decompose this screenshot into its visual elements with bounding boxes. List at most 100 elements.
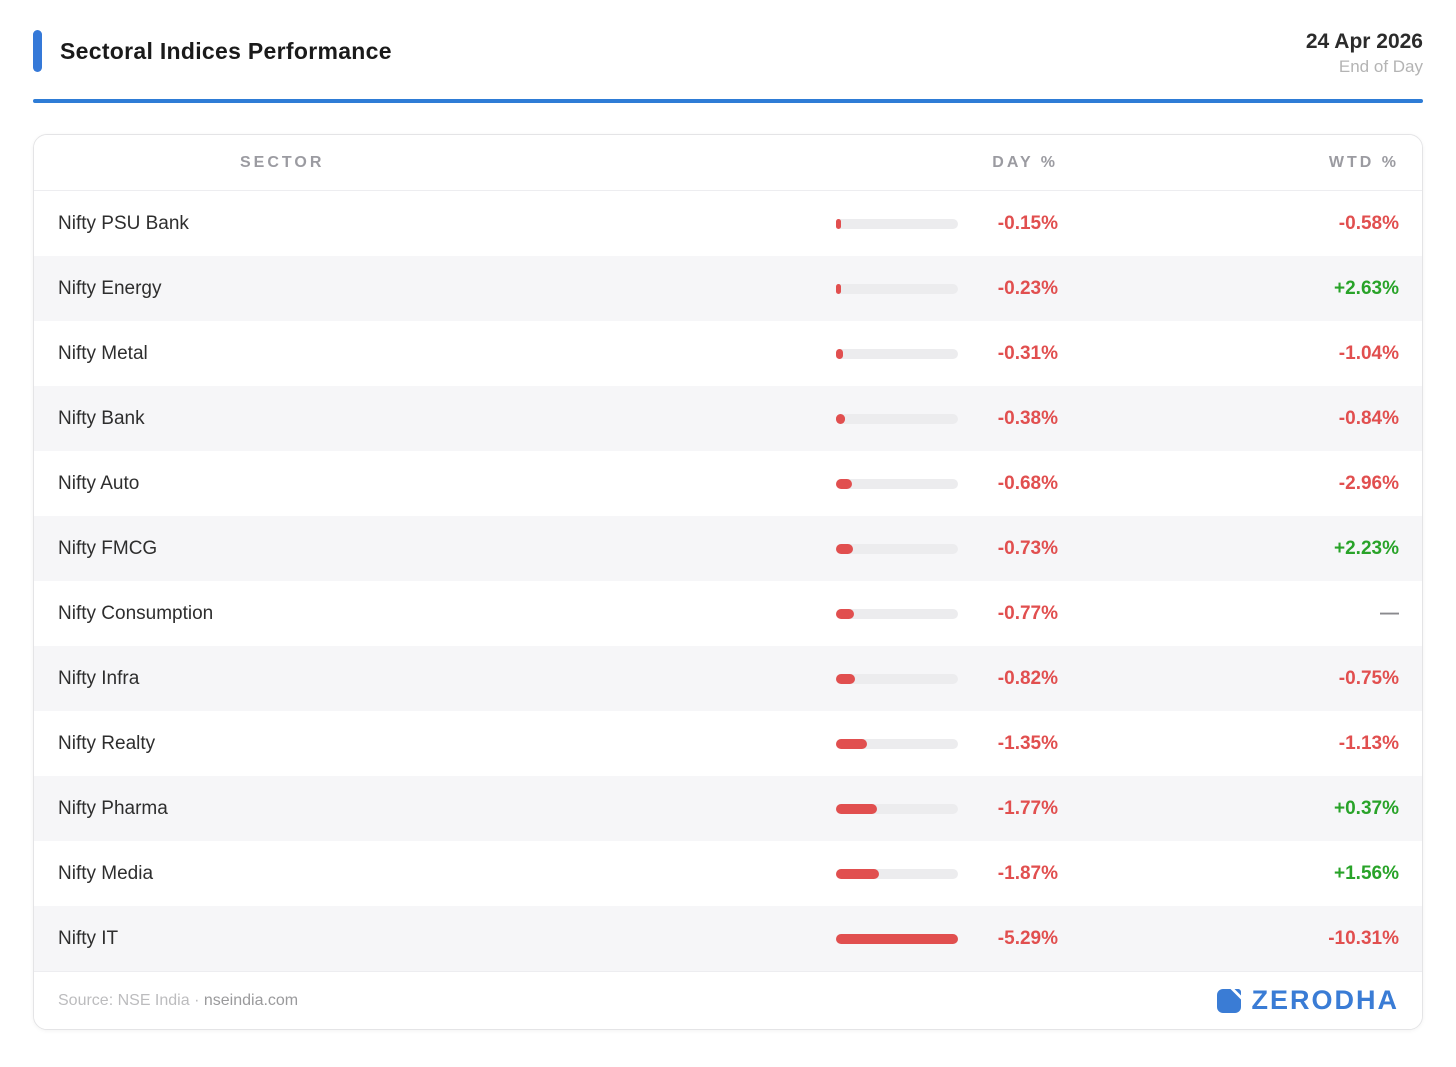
wtd-change: -0.75%	[1338, 667, 1399, 689]
wtd-change: +0.37%	[1334, 797, 1399, 819]
source-label: Source: NSE India ·	[58, 991, 200, 1009]
wtd-change: -10.31%	[1328, 927, 1399, 949]
bar-fill	[836, 803, 877, 814]
day-bar	[836, 803, 958, 814]
sector-name: Nifty PSU Bank	[58, 212, 189, 234]
day-change: -0.23%	[997, 277, 1058, 299]
bar-fill	[836, 283, 842, 294]
page-title: Sectoral Indices Performance	[60, 37, 392, 64]
day-change: -0.77%	[997, 602, 1058, 624]
table-header-row: SECTOR DAY % WTD %	[34, 135, 1422, 191]
day-bar	[836, 478, 958, 489]
table-row: Nifty PSU Bank -0.15% -0.58%	[34, 191, 1422, 256]
table-row: Nifty Consumption -0.77% —	[34, 581, 1422, 646]
bar-fill	[836, 543, 853, 554]
day-bar	[836, 673, 958, 684]
wtd-change: +1.56%	[1334, 862, 1399, 884]
bar-fill	[836, 478, 852, 489]
sector-name: Nifty Infra	[58, 667, 140, 689]
column-header-day: DAY %	[992, 153, 1058, 171]
date-group: 24 Apr 2026 End of Day	[1306, 30, 1423, 77]
wtd-change: +2.23%	[1334, 537, 1399, 559]
zerodha-wordmark: ZERODHA	[1251, 985, 1399, 1015]
column-header-wtd: WTD %	[1328, 153, 1399, 171]
bar-fill	[836, 868, 880, 879]
sector-name: Nifty Media	[58, 862, 154, 884]
day-change: -0.73%	[997, 537, 1058, 559]
table-row: Nifty Energy -0.23% +2.63%	[34, 256, 1422, 321]
day-bar	[836, 218, 958, 229]
zerodha-kite-icon	[1215, 987, 1243, 1015]
bar-track	[836, 803, 958, 814]
table-row: Nifty IT -5.29% -10.31%	[34, 906, 1422, 971]
day-bar	[836, 543, 958, 554]
sector-name: Nifty Bank	[58, 407, 145, 429]
bar-fill	[836, 348, 844, 359]
table-row: Nifty Realty -1.35% -1.13%	[34, 711, 1422, 776]
day-change: -1.87%	[997, 862, 1058, 884]
wtd-change: -0.84%	[1338, 407, 1399, 429]
wtd-change: -1.04%	[1338, 342, 1399, 364]
source-text: Source: NSE India · nseindia.com	[58, 992, 298, 1010]
column-header-sector: SECTOR	[240, 153, 325, 171]
table-row: Nifty Auto -0.68% -2.96%	[34, 451, 1422, 516]
day-change: -0.68%	[997, 472, 1058, 494]
bar-fill	[836, 738, 868, 749]
sector-name: Nifty Metal	[58, 342, 148, 364]
wtd-change: -1.13%	[1338, 732, 1399, 754]
table-row: Nifty Media -1.87% +1.56%	[34, 841, 1422, 906]
table-row: Nifty Pharma -1.77% +0.37%	[34, 776, 1422, 841]
bar-track	[836, 673, 958, 684]
title-group: Sectoral Indices Performance	[33, 30, 392, 72]
bar-track	[836, 218, 958, 229]
day-bar	[836, 283, 958, 294]
bar-track	[836, 868, 958, 879]
bar-fill	[836, 218, 841, 229]
header-divider	[33, 99, 1423, 103]
report-date: 24 Apr 2026	[1305, 30, 1423, 53]
bar-track	[836, 543, 958, 554]
sector-name: Nifty Realty	[58, 732, 156, 754]
bar-track	[836, 933, 958, 944]
bar-track	[836, 413, 958, 424]
source-link[interactable]: nseindia.com	[203, 991, 299, 1009]
day-change: -5.29%	[997, 927, 1058, 949]
day-bar	[836, 348, 958, 359]
report-header: Sectoral Indices Performance 24 Apr 2026…	[33, 0, 1423, 77]
sector-table-card: SECTOR DAY % WTD % Nifty PSU Bank -0.15%…	[33, 134, 1423, 1030]
bar-track	[836, 738, 958, 749]
report-subtitle: End of Day	[1338, 57, 1423, 76]
wtd-change: —	[1380, 602, 1399, 624]
bar-fill	[836, 933, 958, 944]
bar-fill	[836, 413, 845, 424]
wtd-change: -2.96%	[1338, 472, 1399, 494]
sector-name: Nifty FMCG	[58, 537, 158, 559]
day-change: -0.82%	[997, 667, 1058, 689]
bar-track	[836, 283, 958, 294]
title-accent-bar	[33, 30, 42, 72]
day-bar	[836, 608, 958, 619]
table-row: Nifty Bank -0.38% -0.84%	[34, 386, 1422, 451]
day-change: -1.77%	[997, 797, 1058, 819]
day-bar	[836, 413, 958, 424]
day-bar	[836, 868, 958, 879]
wtd-change: +2.63%	[1334, 277, 1399, 299]
zerodha-logo: ZERODHA	[1215, 985, 1400, 1016]
wtd-change: -0.58%	[1338, 212, 1399, 234]
bar-fill	[836, 608, 854, 619]
table-row: Nifty Metal -0.31% -1.04%	[34, 321, 1422, 386]
sector-name: Nifty IT	[58, 927, 119, 949]
bar-track	[836, 478, 958, 489]
day-change: -1.35%	[997, 732, 1058, 754]
day-change: -0.31%	[997, 342, 1058, 364]
bar-fill	[836, 673, 855, 684]
bar-track	[836, 348, 958, 359]
sector-name: Nifty Auto	[58, 472, 140, 494]
sector-name: Nifty Pharma	[58, 797, 168, 819]
table-body: Nifty PSU Bank -0.15% -0.58% Nifty Energ…	[34, 191, 1422, 971]
day-bar	[836, 933, 958, 944]
sector-name: Nifty Energy	[58, 277, 162, 299]
table-row: Nifty FMCG -0.73% +2.23%	[34, 516, 1422, 581]
page: Sectoral Indices Performance 24 Apr 2026…	[33, 0, 1423, 1030]
table-row: Nifty Infra -0.82% -0.75%	[34, 646, 1422, 711]
